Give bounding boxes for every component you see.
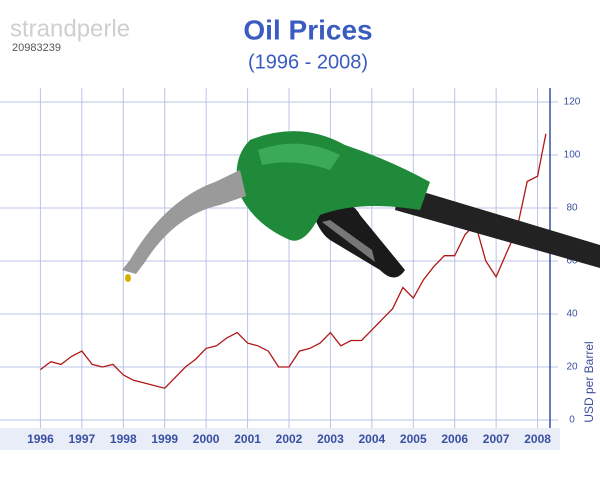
y-tick-label: 60: [566, 256, 578, 267]
trigger-inner: [322, 220, 375, 262]
fuel-nozzle: [122, 131, 600, 282]
watermark-brand: strandperle: [10, 15, 130, 42]
x-tick-label: 2008: [524, 432, 551, 446]
x-tick-label: 2004: [359, 432, 386, 446]
drop: [125, 274, 131, 282]
y-tick-label: 40: [566, 309, 578, 320]
hose: [395, 185, 600, 268]
x-axis-band: [0, 428, 560, 450]
trigger: [310, 201, 405, 278]
x-tick-label: 2000: [193, 432, 220, 446]
chart-title: Oil Prices: [243, 14, 372, 45]
x-tick-label: 1999: [151, 432, 178, 446]
chart-subtitle: (1996 - 2008): [248, 51, 368, 73]
x-tick-label: 2001: [234, 432, 261, 446]
y-tick-label: 20: [566, 362, 578, 373]
x-tick-label: 1997: [69, 432, 96, 446]
x-tick-label: 2006: [441, 432, 468, 446]
x-tick-label: 2007: [483, 432, 510, 446]
y-tick-label: 120: [564, 97, 581, 108]
y-tick-label: 0: [569, 415, 575, 426]
x-tick-label: 1996: [27, 432, 54, 446]
nozzle-highlight: [258, 143, 340, 170]
x-tick-label: 2003: [317, 432, 344, 446]
y-tick-label: 100: [564, 150, 581, 161]
watermark-id: 20983239: [12, 42, 61, 54]
y-tick-label: 80: [566, 203, 578, 214]
x-tick-label: 2005: [400, 432, 427, 446]
y-axis-label: USD per Barrel: [582, 341, 596, 422]
x-tick-label: 1998: [110, 432, 137, 446]
x-tick-label: 2002: [276, 432, 303, 446]
spout: [122, 170, 246, 274]
